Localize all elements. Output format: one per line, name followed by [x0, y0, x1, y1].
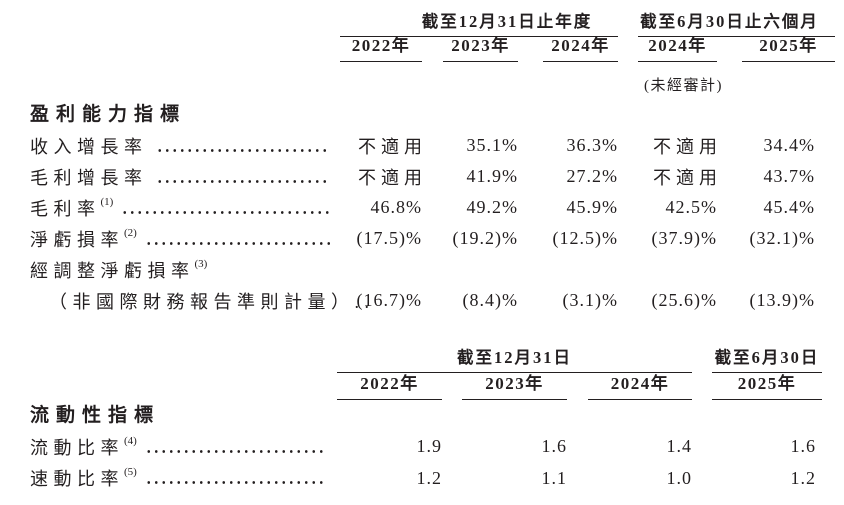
year-header-2024: 2024年 — [588, 369, 692, 400]
year-header-2025: 2025年 — [712, 369, 822, 400]
row-label-continuation: （非國際財務報告準則計量）.. — [49, 291, 375, 312]
cell-value: 不適用 — [653, 136, 722, 157]
row-label: 毛利率 (1) — [30, 195, 340, 221]
footnote-marker: (5) — [124, 466, 137, 478]
cell-value: 45.4% — [763, 197, 815, 217]
cell-value: 不適用 — [653, 167, 722, 188]
footnote-marker: (1) — [100, 195, 114, 208]
row-label: 流動比率 (4) — [30, 434, 337, 460]
cell-value: 46.8% — [370, 197, 422, 217]
cell-value: (17.5)% — [356, 228, 422, 248]
table1-year-header-row: 2022年 2023年 2024年 2024年 2025年 — [30, 31, 835, 62]
cell-value: (37.9)% — [651, 228, 717, 248]
table2-period-header-annual: 截至12月31日 — [337, 344, 692, 373]
metric-row-revenue-growth: 收入增長率 不適用 35.1% 36.3% 不適用 34.4% — [30, 130, 835, 161]
cell-value: 1.9 — [416, 436, 442, 456]
cell-value: 42.5% — [665, 197, 717, 217]
period-label: 截至12月31日止年度 — [421, 12, 593, 31]
year-header-2025-interim: 2025年 — [742, 31, 835, 62]
cell-value: 35.1% — [466, 135, 518, 155]
cell-value: 41.9% — [466, 166, 518, 186]
cell-value: (25.6)% — [651, 290, 717, 310]
dot-leader — [144, 241, 330, 245]
profitability-table: 截至12月31日止年度 截至6月30日止六個月 2022年 2023年 2024… — [30, 8, 835, 316]
cell-value: (8.4)% — [462, 290, 518, 310]
year-header-2024: 2024年 — [543, 31, 618, 62]
table2-year-header-row: 2022年 2023年 2024年 2025年 — [30, 368, 822, 400]
cell-value: 1.2 — [416, 467, 442, 488]
table1-period-header-row: 截至12月31日止年度 截至6月30日止六個月 — [30, 8, 835, 37]
liquidity-table: 截至12月31日 截至6月30日 2022年 2023年 2024年 2025年… — [30, 344, 822, 494]
cell-value: 1.4 — [666, 436, 692, 456]
year-header-2023: 2023年 — [443, 31, 518, 62]
cell-value: 1.6 — [541, 436, 567, 456]
table1-unaudited-row: (未經審計) — [30, 62, 835, 98]
dot-leader — [121, 210, 330, 214]
unaudited-note: (未經審計) — [644, 78, 723, 94]
row-label: 速動比率 (5) — [30, 465, 337, 491]
cell-value: 27.2% — [566, 166, 618, 186]
cell-value: (3.1)% — [562, 290, 618, 310]
period-label: 截至6月30日 — [714, 348, 820, 367]
dot-leader — [155, 179, 330, 183]
cell-value: 49.2% — [466, 197, 518, 217]
cell-value: 1.0 — [666, 467, 692, 488]
cell-value: 1.6 — [790, 436, 816, 456]
cell-value: (13.9)% — [749, 290, 815, 310]
cell-value: 1.1 — [541, 467, 567, 488]
table2-section-title-row: 流動性指標 — [30, 400, 822, 431]
period-label: 截至12月31日 — [457, 348, 572, 367]
period-label: 截至6月30日止六個月 — [640, 12, 819, 31]
metric-row-net-loss-margin: 淨虧損率 (2) (17.5)% (19.2)% (12.5)% (37.9)% … — [30, 223, 835, 254]
year-header-2024-interim: 2024年 — [638, 31, 717, 62]
metric-row-current-ratio: 流動比率 (4) 1.9 1.6 1.4 1.6 — [30, 431, 822, 462]
cell-value: (16.7)% — [356, 290, 422, 310]
cell-value: 43.7% — [763, 166, 815, 186]
dot-leader — [155, 148, 330, 152]
year-header-2023: 2023年 — [462, 369, 567, 400]
metric-row-gross-profit-growth: 毛利增長率 不適用 41.9% 27.2% 不適用 43.7% — [30, 161, 835, 192]
table1-period-header-sixmonths: 截至6月30日止六個月 — [638, 8, 835, 37]
cell-value: 36.3% — [566, 135, 618, 155]
cell-value: (19.2)% — [452, 228, 518, 248]
dot-leader — [144, 449, 327, 453]
metric-row-adjusted-net-loss-margin-line2: （非國際財務報告準則計量）.. (16.7)% (8.4)% (3.1)% (2… — [30, 285, 835, 316]
table2-period-header-sixmonths: 截至6月30日 — [712, 344, 822, 373]
row-label: 淨虧損率 (2) — [30, 226, 340, 252]
cell-value: 34.4% — [763, 135, 815, 155]
table2-period-header-row: 截至12月31日 截至6月30日 — [30, 344, 822, 373]
year-header-2022: 2022年 — [337, 369, 442, 400]
cell-value: 1.2 — [790, 467, 816, 488]
metric-row-quick-ratio: 速動比率 (5) 1.2 1.1 1.0 1.2 — [30, 462, 822, 494]
section-title-profitability: 盈利能力指標 — [30, 104, 187, 125]
section-title-liquidity: 流動性指標 — [30, 405, 161, 426]
table1-period-header-annual: 截至12月31日止年度 — [340, 8, 618, 37]
row-label: 毛利增長率 — [30, 164, 340, 190]
row-label: 經調整淨虧損率 (3) — [30, 257, 208, 281]
metric-row-adjusted-net-loss-margin-line1: 經調整淨虧損率 (3) — [30, 254, 835, 285]
cell-value: 不適用 — [358, 167, 427, 188]
footnote-marker: (4) — [124, 434, 137, 447]
cell-value: 不適用 — [358, 136, 427, 157]
footnote-marker: (2) — [124, 226, 137, 239]
metric-row-gross-margin: 毛利率 (1) 46.8% 49.2% 45.9% 42.5% 45.4% — [30, 192, 835, 223]
row-label: 收入增長率 — [30, 133, 340, 159]
year-header-2022: 2022年 — [340, 31, 422, 62]
cell-value: (12.5)% — [552, 228, 618, 248]
dot-leader — [144, 481, 327, 484]
cell-value: 45.9% — [566, 197, 618, 217]
table1-section-title-row: 盈利能力指標 — [30, 98, 835, 130]
footnote-marker: (3) — [194, 257, 208, 270]
cell-value: (32.1)% — [749, 228, 815, 248]
